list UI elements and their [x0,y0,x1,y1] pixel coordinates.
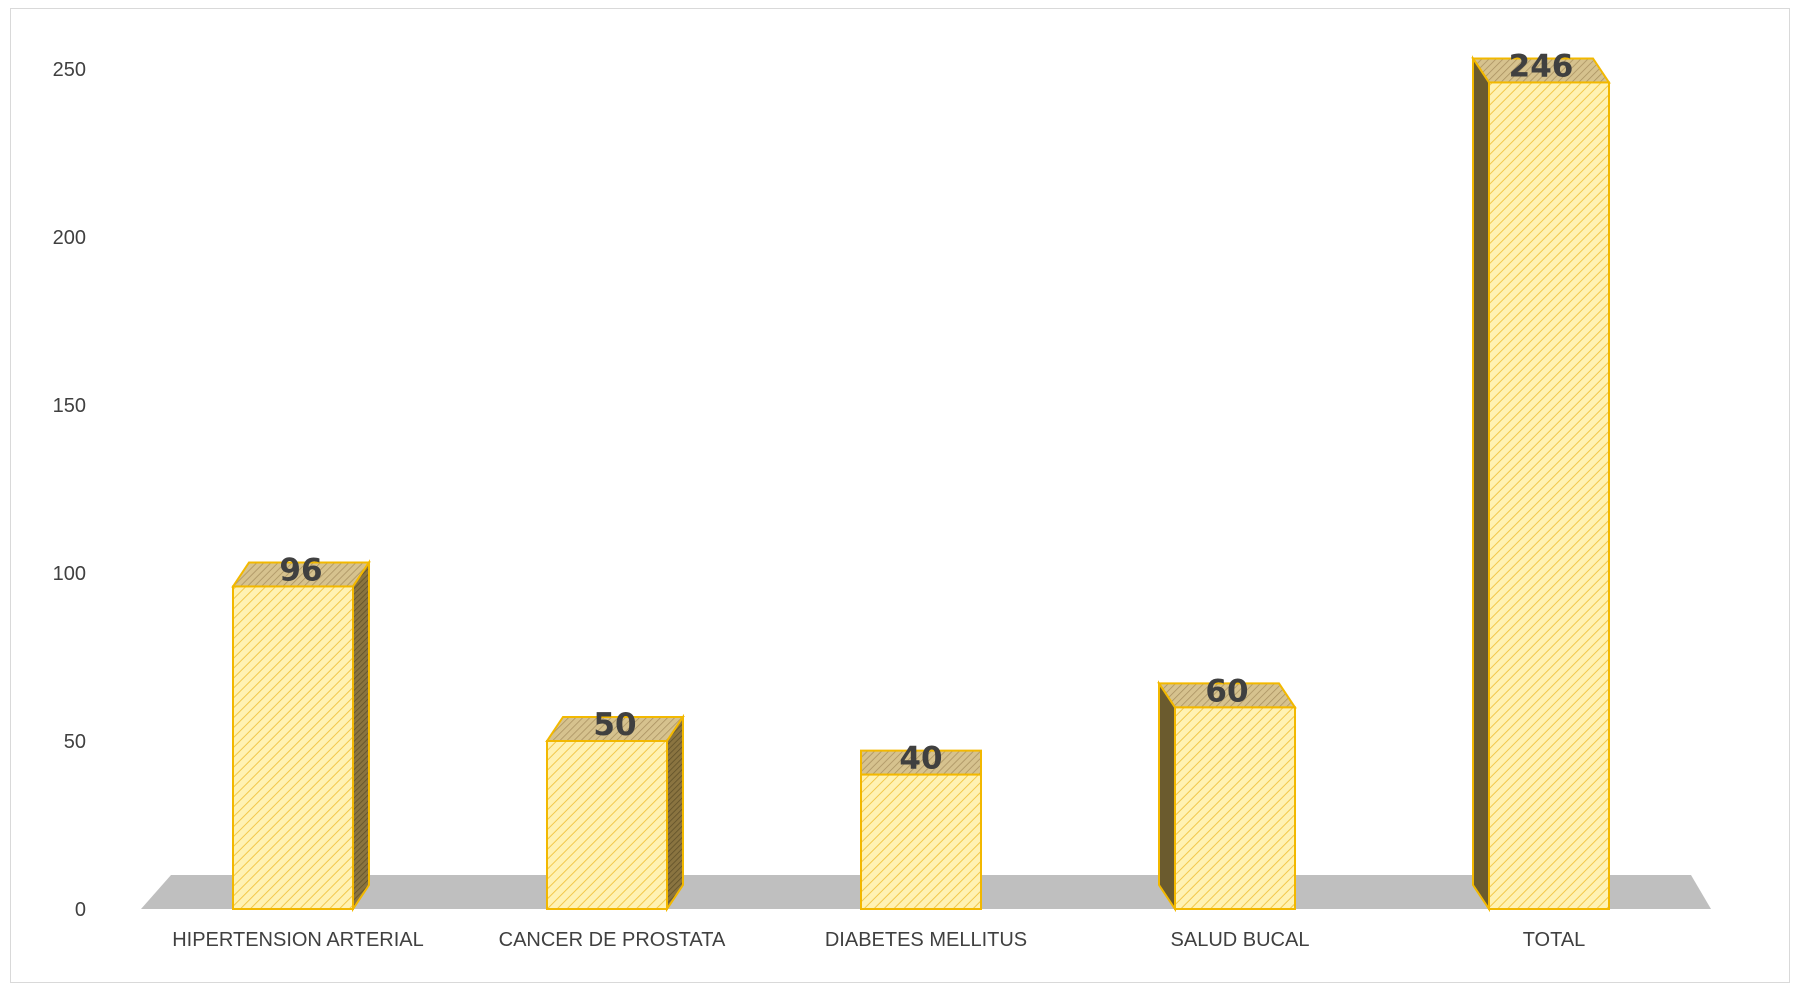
chart-frame: 0 50 100 150 200 250 HIPERTENSION ARTERIAL CAN… [10,8,1790,983]
bars [231,55,1611,913]
x-tick-label: CANCER DE PROSTATA [499,929,726,951]
y-tick-label: 150 [53,395,86,417]
bar [231,559,371,913]
x-tick-label: DIABETES MELLITUS [825,929,1027,951]
data-label: 60 [1205,673,1248,709]
x-axis: HIPERTENSION ARTERIAL CANCER DE PROSTATA D… [172,929,1585,951]
bar-chart: 0 50 100 150 200 250 HIPERTENSION ARTERIAL CAN… [53,48,1711,951]
x-tick-label: HIPERTENSION ARTERIAL [172,929,424,951]
y-tick-label: 200 [53,227,86,249]
bar [1471,55,1611,913]
bar-front-face [232,585,354,910]
bar [545,713,685,913]
bar-side-face [352,559,370,913]
y-tick-label: 250 [53,59,86,81]
bar [1157,680,1297,913]
x-tick-label: TOTAL [1523,929,1586,951]
data-label: 50 [593,707,636,743]
bar-side-face [1472,55,1490,913]
y-axis: 0 50 100 150 200 250 [53,59,86,921]
bar-side-face [666,713,684,913]
y-tick-label: 0 [75,899,86,921]
data-label: 96 [279,552,322,588]
bar-front-face [546,740,668,910]
data-label: 40 [899,741,942,777]
y-tick-label: 50 [64,731,86,753]
bar [860,749,982,910]
data-label: 246 [1509,48,1574,84]
data-labels: 96 50 40 60 246 [279,48,1573,776]
bar-front-face [1174,706,1296,911]
x-tick-label: SALUD BUCAL [1171,929,1310,951]
bar-front-face [1488,81,1610,910]
bar-side-face [1158,680,1176,913]
bar-front-face [860,773,982,910]
y-tick-label: 100 [53,563,86,585]
